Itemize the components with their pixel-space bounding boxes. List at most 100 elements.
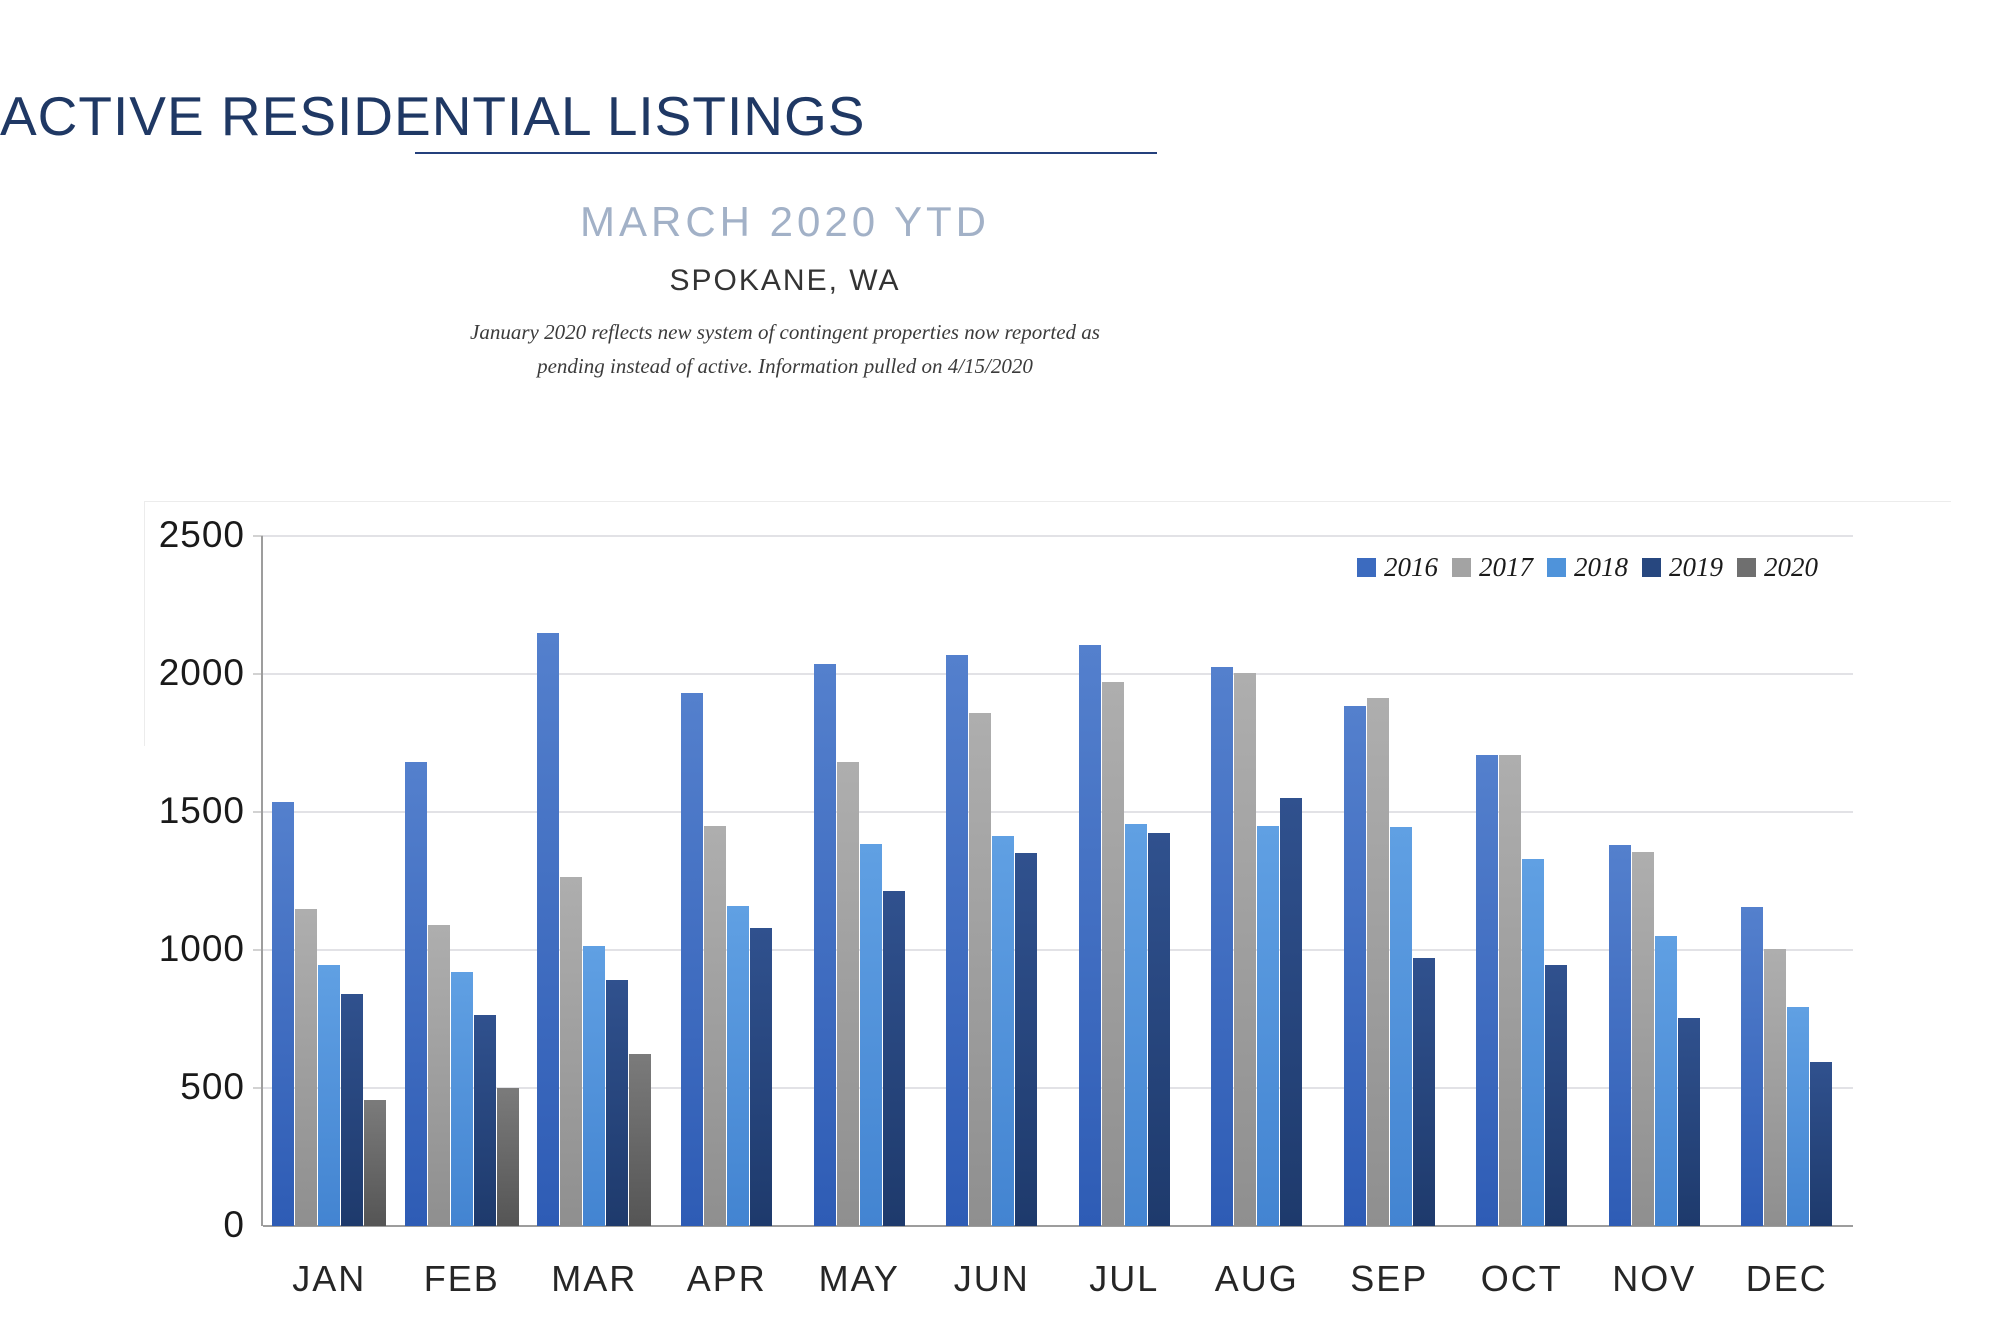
- bar-2017-FEB: [427, 925, 450, 1226]
- bar-2018-JUN: [992, 835, 1015, 1226]
- legend-swatch-2016: [1357, 558, 1376, 577]
- gridline-2000: [263, 673, 1853, 675]
- gridline-2500: [263, 535, 1853, 537]
- bar-2019-NOV: [1677, 1017, 1700, 1226]
- legend-label-2016: 2016: [1384, 552, 1438, 582]
- bar-2019-AUG: [1280, 798, 1303, 1226]
- bar-2017-MAR: [560, 876, 583, 1226]
- bar-2017-SEP: [1366, 697, 1389, 1226]
- bar-2017-APR: [704, 825, 727, 1226]
- y-axis-label-0: 0: [223, 1204, 245, 1245]
- bar-2018-AUG: [1257, 825, 1280, 1226]
- y-axis-tick: [253, 673, 263, 675]
- bar-2016-DEC: [1741, 907, 1764, 1226]
- bar-2019-MAR: [606, 980, 629, 1226]
- bar-2016-SEP: [1343, 705, 1366, 1226]
- bar-2020-JAN: [364, 1100, 387, 1226]
- chart-legend: 2016 2017 2018 2019 2020: [1357, 552, 1818, 583]
- y-axis-tick: [253, 1087, 263, 1089]
- bar-2016-FEB: [404, 762, 427, 1226]
- bar-2016-NOV: [1608, 845, 1631, 1226]
- x-axis-label-jul: JUL: [1089, 1258, 1160, 1299]
- bar-2017-MAY: [836, 762, 859, 1226]
- bar-2017-JAN: [295, 908, 318, 1226]
- x-axis-label-oct: OCT: [1480, 1258, 1563, 1299]
- page-title: ACTIVE RESIDENTIAL LISTINGS: [0, 85, 866, 147]
- y-axis-label-2500: 2500: [158, 514, 245, 555]
- y-axis-tick: [253, 535, 263, 537]
- legend-swatch-2019: [1642, 558, 1661, 577]
- bar-2018-MAR: [583, 945, 606, 1226]
- bar-2019-FEB: [473, 1014, 496, 1226]
- background-panel-edge: [144, 501, 1951, 746]
- bar-2016-MAR: [537, 632, 560, 1226]
- bar-2016-JUL: [1078, 645, 1101, 1226]
- bar-2018-NOV: [1654, 936, 1677, 1226]
- bar-2019-DEC: [1810, 1061, 1833, 1226]
- y-axis-label-500: 500: [180, 1066, 245, 1107]
- y-axis-label-1500: 1500: [158, 790, 245, 831]
- bar-2018-JUL: [1124, 824, 1147, 1226]
- x-axis-label-sep: SEP: [1350, 1258, 1429, 1299]
- bar-2019-SEP: [1412, 958, 1435, 1226]
- x-axis-label-feb: FEB: [423, 1258, 500, 1299]
- bar-2018-JAN: [318, 965, 341, 1226]
- bar-2019-APR: [750, 927, 773, 1226]
- legend-swatch-2017: [1452, 558, 1471, 577]
- bar-2016-JUN: [946, 654, 969, 1226]
- gridline-0: [263, 1225, 1853, 1227]
- bar-2019-JUN: [1015, 853, 1038, 1226]
- bar-2016-OCT: [1476, 755, 1499, 1226]
- gridline-1500: [263, 811, 1853, 813]
- bar-2017-OCT: [1499, 755, 1522, 1226]
- y-axis-tick: [253, 949, 263, 951]
- y-axis-label-1000: 1000: [158, 928, 245, 969]
- legend-item-2018: 2018: [1547, 552, 1628, 583]
- x-axis-label-jan: JAN: [292, 1258, 367, 1299]
- x-axis-label-mar: MAR: [551, 1258, 638, 1299]
- bar-2019-OCT: [1545, 965, 1568, 1226]
- report-period-subtitle: MARCH 2020 YTD: [579, 198, 990, 245]
- x-axis-label-nov: NOV: [1612, 1258, 1697, 1299]
- legend-label-2020: 2020: [1764, 552, 1818, 582]
- x-axis-label-dec: DEC: [1745, 1258, 1828, 1299]
- legend-swatch-2018: [1547, 558, 1566, 577]
- legend-swatch-2020: [1737, 558, 1756, 577]
- gridline-1000: [263, 949, 1853, 951]
- x-axis-label-jun: JUN: [953, 1258, 1030, 1299]
- bar-2018-OCT: [1522, 858, 1545, 1226]
- bar-2018-MAY: [859, 843, 882, 1226]
- footnote-line-1: January 2020 reflects new system of cont…: [470, 320, 1100, 344]
- legend-item-2020: 2020: [1737, 552, 1818, 583]
- bar-2020-MAR: [629, 1053, 652, 1226]
- bar-2018-DEC: [1787, 1006, 1810, 1226]
- footnote: January 2020 reflects new system of cont…: [0, 315, 1570, 383]
- y-axis-line: [261, 536, 263, 1226]
- bar-2020-FEB: [496, 1088, 519, 1226]
- bar-2018-FEB: [450, 972, 473, 1226]
- bar-2016-AUG: [1211, 667, 1234, 1226]
- bar-2017-JUL: [1101, 682, 1124, 1226]
- gridline-500: [263, 1087, 1853, 1089]
- x-axis-label-aug: AUG: [1214, 1258, 1299, 1299]
- bar-2016-APR: [681, 693, 704, 1226]
- bar-2017-NOV: [1631, 852, 1654, 1226]
- bar-2017-AUG: [1234, 672, 1257, 1226]
- bar-2019-MAY: [882, 890, 905, 1226]
- bar-2018-APR: [727, 905, 750, 1226]
- bar-2018-SEP: [1389, 827, 1412, 1226]
- legend-item-2017: 2017: [1452, 552, 1533, 583]
- legend-item-2016: 2016: [1357, 552, 1438, 583]
- location-label: SPOKANE, WA: [669, 264, 901, 297]
- bar-2017-DEC: [1764, 948, 1787, 1226]
- title-underline: [415, 152, 1157, 154]
- legend-label-2017: 2017: [1479, 552, 1533, 582]
- y-axis-label-2000: 2000: [158, 652, 245, 693]
- bar-2017-JUN: [969, 712, 992, 1226]
- legend-item-2019: 2019: [1642, 552, 1723, 583]
- legend-label-2018: 2018: [1574, 552, 1628, 582]
- y-axis-tick: [253, 811, 263, 813]
- bar-2016-JAN: [272, 802, 295, 1226]
